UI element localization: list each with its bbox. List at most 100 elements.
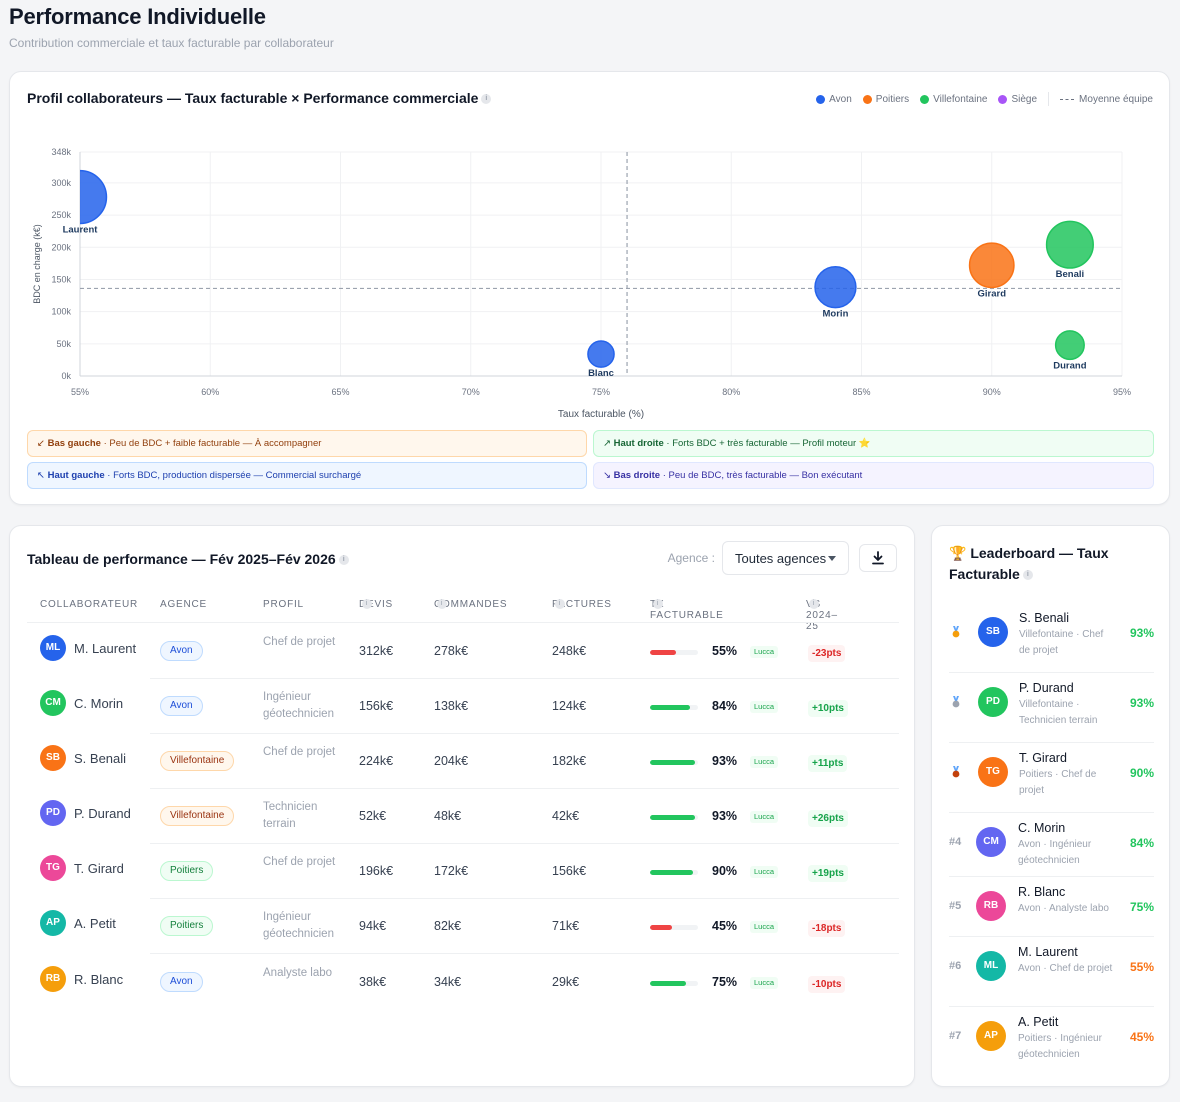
agency-badge: Avon [160,641,203,661]
source-badge: Lucca [750,811,779,823]
leaderboard-subtitle: Poitiers · Chef de projet [1019,769,1097,796]
profile-text: Chef de projet [263,636,336,648]
devis-value: 156k€ [359,699,394,713]
collaborator-name[interactable]: C. Morin [74,696,124,711]
chart-card-title-text: Profil collaborateurs — Taux facturable … [27,90,479,106]
billable-rate-bar [650,650,698,655]
quadrant-bottom-left: ↙ Bas gauche · Peu de BDC + faible factu… [27,430,587,457]
data-point-morin[interactable] [814,265,857,309]
leaderboard-name: R. Blanc [1018,885,1066,899]
page-title: Performance Individuelle [9,4,266,29]
data-point-durand[interactable] [1054,330,1085,361]
commandes-value: 138k€ [434,699,469,713]
data-point-girard[interactable] [968,242,1015,289]
agency-badge: Poitiers [160,861,214,881]
column-header-collaborateur[interactable]: COLLABORATEUR [40,599,139,610]
leaderboard-name: T. Girard [1019,751,1067,765]
collaborator-name[interactable]: M. Laurent [74,641,137,656]
quadrant-text: · Peu de BDC, très facturable — Bon exéc… [660,470,863,481]
column-header-profil[interactable]: PROFIL [263,599,304,610]
leaderboard-rate: 93% [1129,696,1154,710]
collaborator-name[interactable]: A. Petit [74,916,116,931]
table-row[interactable]: PD P. Durand Villefontaine Technicien terra… [10,789,914,844]
dashed-line-icon [1060,98,1075,100]
agency-badge: Villefontaine [160,806,235,826]
y-tick-label: 50k [56,339,71,349]
collaborator-name[interactable]: T. Girard [74,861,124,876]
devis-value: 38k€ [359,975,387,989]
avatar: PD [40,800,66,826]
commandes-value: 48k€ [434,809,462,823]
leaderboard-entry[interactable]: #6 ML M. Laurent Avon · Chef de projet 55% [949,938,1154,1008]
delta-badge: -10pts [808,976,846,993]
profile-text: Ingénieur géotechnicien [263,691,334,720]
collaborator-name[interactable]: S. Benali [74,751,127,766]
leaderboard-entry[interactable]: #4 CM C. Morin Avon · Ingénieur géotechnici… [949,814,1154,884]
table-row[interactable]: CM C. Morin Avon Ingénieur géotechnicien 156… [10,679,914,734]
table-row[interactable]: RB R. Blanc Avon Analyste labo 38k€ 34k€ 29k€ 7… [10,955,914,1010]
leaderboard-name: C. Morin [1018,821,1066,835]
leaderboard-rate: 75% [1129,900,1154,914]
agency-badge: Villefontaine [160,751,235,771]
x-tick-label: 70% [462,387,480,397]
agency-badge: Poitiers [160,916,214,936]
quadrant-text: · Forts BDC + très facturable — Profil m… [663,438,871,449]
profile-text: Chef de projet [263,746,336,758]
legend-item-avon[interactable]: Avon [816,94,852,105]
avatar: PD [978,687,1008,717]
devis-value: 312k€ [359,644,394,658]
legend-item-villefontaine[interactable]: Villefontaine [920,94,987,105]
leaderboard-subtitle: Villefontaine · Technicien terrain [1019,699,1098,726]
data-point-blanc[interactable] [587,340,615,368]
medal-bronze-icon [952,766,960,778]
table-row[interactable]: TG T. Girard Poitiers Chef de projet 196k€ 17… [10,844,914,899]
agency-select[interactable]: Toutes agences [722,541,849,575]
billable-rate-value: 75% [712,975,738,989]
billable-rate-fill [650,870,694,875]
info-icon[interactable]: i [481,94,492,105]
table-row[interactable]: ML M. Laurent Avon Chef de projet 312k€ 278k€… [10,624,914,679]
devis-value: 94k€ [359,919,387,933]
row-divider [150,843,899,844]
column-header-agence[interactable]: AGENCE [160,599,208,610]
avatar: RB [976,891,1006,921]
download-button[interactable] [859,544,897,572]
leaderboard-entry[interactable]: #5 RB R. Blanc Avon · Analyste labo 75% [949,878,1154,948]
billable-rate-bar [650,925,698,930]
collaborator-name[interactable]: R. Blanc [74,972,124,987]
source-badge: Lucca [750,701,779,713]
devis-value: 196k€ [359,864,394,878]
data-point-laurent[interactable] [54,169,108,225]
y-tick-label: 300k [51,178,71,188]
legend-item-siege[interactable]: Siège [998,94,1037,105]
leaderboard-subtitle: Avon · Ingénieur géotechnicien [1018,839,1092,866]
leaderboard-entry[interactable]: SB S. Benali Villefontaine · Chef de proje… [949,604,1154,674]
chart-card: Profil collaborateurs — Taux facturable … [9,71,1170,505]
table-row[interactable]: SB S. Benali Villefontaine Chef de projet 22… [10,734,914,789]
x-tick-label: 55% [71,387,89,397]
collaborator-name[interactable]: P. Durand [74,806,131,821]
billable-rate-fill [650,705,691,710]
avatar: ML [976,951,1006,981]
factures-value: 182k€ [552,754,587,768]
info-icon[interactable]: i [1022,570,1033,581]
x-tick-label: 90% [983,387,1001,397]
leaderboard-entry[interactable]: PD P. Durand Villefontaine · Technicien te… [949,674,1154,744]
x-tick-label: 75% [592,387,610,397]
legend-item-poitiers[interactable]: Poitiers [862,94,909,105]
agency-filter-label: Agence : [667,551,715,565]
row-divider [150,953,899,954]
leaderboard-rate: 45% [1129,1030,1154,1044]
table-row[interactable]: AP A. Petit Poitiers Ingénieur géotechnicie… [10,899,914,954]
leaderboard-card: 🏆 Leaderboard — Taux Facturable i SB S. Be… [931,525,1170,1087]
leaderboard-entry[interactable]: TG T. Girard Poitiers · Chef de projet 90% [949,744,1154,814]
profile-text: Chef de projet [263,856,336,868]
y-tick-label: 200k [51,242,71,252]
info-icon[interactable]: i [338,555,349,566]
quadrant-top-left: ↖ Haut gauche · Forts BDC, production di… [27,462,587,489]
leaderboard-entry[interactable]: #7 AP A. Petit Poitiers · Ingénieur géotech… [949,1008,1154,1078]
leaderboard-rate: 93% [1129,626,1154,640]
leaderboard-rate: 84% [1129,836,1154,850]
agency-filter: Agence : Toutes agences [668,541,897,575]
data-point-benali[interactable] [1045,220,1094,269]
